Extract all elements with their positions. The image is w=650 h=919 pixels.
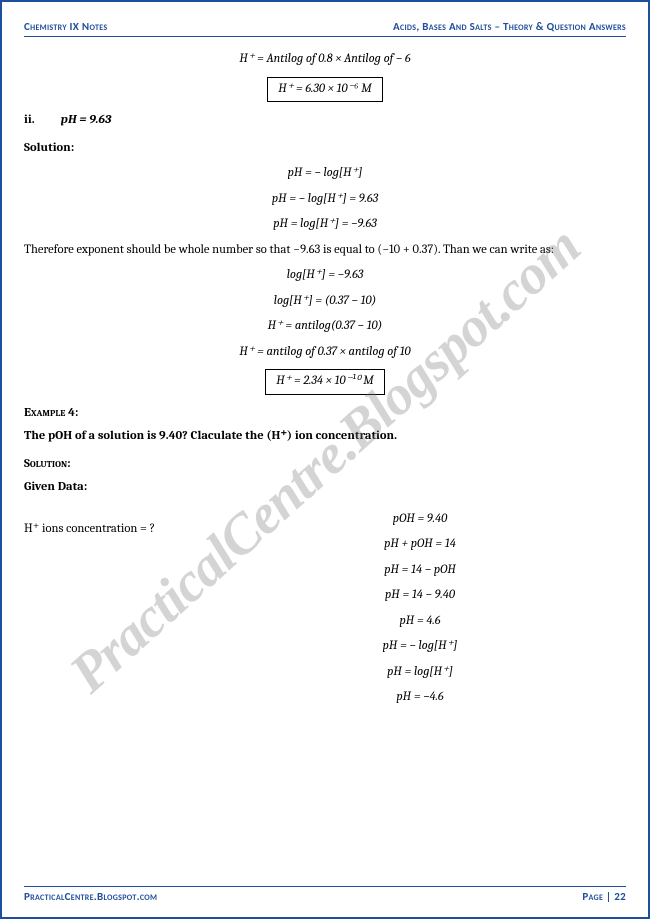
sub-item: ii. pH = 9.63 <box>24 112 626 130</box>
equation: H⁺ = antilog of 0.37 × antilog of 10 <box>24 344 626 362</box>
equation: pH + pOH = 14 <box>214 536 626 554</box>
given-data-label: Given Data: <box>24 479 626 497</box>
header-left: Chemistry IX Notes <box>24 20 107 33</box>
page-content: H⁺ = Antilog of 0.8 × Antilog of − 6 H⁺ … <box>24 51 626 715</box>
equation: H⁺ = Antilog of 0.8 × Antilog of − 6 <box>24 51 626 69</box>
equation: pH = 14 − 9.40 <box>214 587 626 605</box>
footer-left: PracticalCentre.Blogspot.com <box>24 890 157 903</box>
equation: log[H⁺] = (0.37 − 10) <box>24 293 626 311</box>
solution-label: Solution: <box>24 140 626 158</box>
equation: pH = −4.6 <box>214 689 626 707</box>
equation: pH = log[H⁺] <box>214 664 626 682</box>
solution-label: Solution: <box>24 456 626 474</box>
document-page: PracticalCentre.Blogspot.com Chemistry I… <box>0 0 650 919</box>
boxed-result: H⁺ = 6.30 × 10⁻⁶ M <box>24 77 626 103</box>
example-question: The pOH of a solution is 9.40? Claculate… <box>24 428 626 446</box>
equation: pH = log[H⁺] = −9.63 <box>24 216 626 234</box>
equation: pH = − log[H⁺] <box>24 165 626 183</box>
page-footer: PracticalCentre.Blogspot.com Page | 22 <box>24 886 626 903</box>
equation: pH = 4.6 <box>214 613 626 631</box>
equation: pH = − log[H⁺] = 9.63 <box>24 191 626 209</box>
page-header: Chemistry IX Notes Acids, Bases And Salt… <box>24 20 626 37</box>
given-row: H⁺ ions concentration = ? pOH = 9.40 pH … <box>24 503 626 715</box>
header-right: Acids, Bases And Salts – Theory & Questi… <box>393 20 626 33</box>
equation: pH = − log[H⁺] <box>214 638 626 656</box>
equation: H⁺ = antilog(0.37 − 10) <box>24 318 626 336</box>
given-lhs: H⁺ ions concentration = ? <box>24 503 214 539</box>
given-rhs: pOH = 9.40 pH + pOH = 14 pH = 14 − pOH p… <box>214 503 626 715</box>
paragraph: Therefore exponent should be whole numbe… <box>24 242 626 260</box>
footer-right: Page | 22 <box>582 890 626 903</box>
example-heading: Example 4: <box>24 405 626 423</box>
boxed-result: H⁺ = 2.34 × 10⁻¹⁰ M <box>24 369 626 395</box>
equation: pH = 14 − pOH <box>214 562 626 580</box>
equation: log[H⁺] = −9.63 <box>24 267 626 285</box>
equation: pOH = 9.40 <box>214 511 626 529</box>
